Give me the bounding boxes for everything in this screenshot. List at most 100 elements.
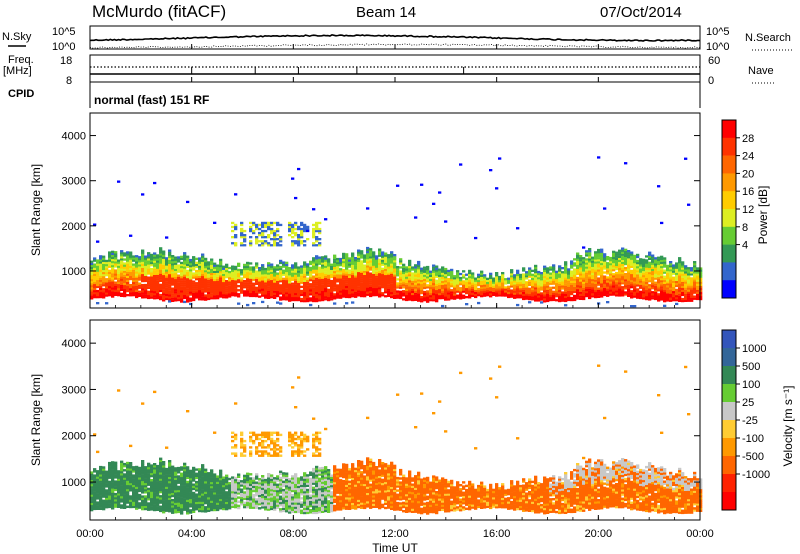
velocity-cell: [144, 468, 148, 471]
velocity-cell: [189, 480, 193, 483]
power-cell: [507, 279, 511, 282]
velocity-cell: [210, 502, 214, 505]
power-cell: [147, 260, 151, 263]
velocity-cell: [162, 469, 166, 472]
velocity-cell: [189, 471, 193, 475]
power-cell: [564, 269, 568, 272]
power-cell: [390, 273, 394, 276]
power-cell: [654, 257, 658, 260]
power-cell: [594, 291, 598, 295]
power-cell: [252, 268, 256, 271]
power-cell: [108, 273, 112, 276]
power-cell: [342, 254, 346, 258]
power-cell: [291, 242, 295, 245]
power-cell: [174, 299, 178, 302]
power-cell: [177, 292, 181, 296]
velocity-cell: [207, 478, 211, 481]
power-cell: [246, 286, 250, 289]
velocity-cell: [207, 490, 211, 494]
power-cell: [612, 275, 616, 278]
power-cell: [294, 196, 298, 200]
power-cell: [543, 267, 547, 270]
power-cell: [144, 273, 148, 276]
power-cell: [165, 236, 169, 239]
power-cell: [417, 262, 421, 266]
power-cell: [615, 259, 619, 262]
power-cell: [645, 283, 649, 286]
power-cell: [129, 288, 133, 291]
power-cell: [423, 276, 427, 279]
power-cell: [411, 268, 415, 271]
power-cell: [372, 267, 376, 270]
power-cell: [273, 292, 277, 295]
power-cell: [345, 293, 349, 297]
velocity-cell: [174, 494, 178, 497]
power-cell: [183, 264, 187, 267]
power-cell: [369, 290, 373, 294]
power-cell: [117, 281, 121, 285]
power-cell: [546, 269, 550, 272]
power-cell: [567, 268, 571, 271]
power-cell: [135, 255, 139, 258]
power-cell: [687, 275, 691, 278]
power-cell: [618, 249, 622, 252]
power-cell: [435, 267, 439, 270]
power-cell: [468, 286, 472, 289]
power-cell: [594, 259, 598, 262]
power-cell: [432, 276, 436, 279]
power-cell: [474, 285, 478, 288]
power-cell: [114, 283, 118, 286]
power-cell: [639, 272, 643, 275]
power-cell: [378, 293, 382, 296]
power-cell: [471, 274, 475, 277]
power-cell: [201, 267, 205, 270]
power-cell: [357, 282, 361, 285]
power-cell: [522, 289, 526, 292]
power-cell: [600, 262, 604, 266]
power-cell: [459, 287, 463, 290]
power-cell: [576, 282, 580, 286]
velocity-cell: [234, 483, 238, 486]
power-cell: [543, 265, 547, 268]
power-cell: [633, 291, 637, 294]
velocity-cell: [117, 489, 121, 492]
power-cell: [444, 296, 448, 299]
velocity-cell: [192, 483, 196, 486]
velocity-cell: [231, 452, 235, 455]
power-cell: [312, 267, 316, 270]
power-cell: [156, 292, 160, 296]
power-cell: [600, 268, 604, 272]
power-cell: [627, 252, 631, 255]
power-cell: [519, 273, 523, 277]
power-cell: [693, 279, 697, 282]
velocity-cell: [213, 506, 217, 510]
power-cell: [213, 272, 217, 275]
power-cell: [525, 275, 529, 278]
power-cell: [324, 218, 328, 221]
power-cell: [171, 259, 175, 262]
power-cell: [615, 267, 619, 271]
velocity-cell: [174, 498, 178, 501]
power-cell: [681, 283, 685, 286]
power-cell: [615, 292, 619, 295]
velocity-cell: [237, 500, 241, 503]
power-cell: [342, 283, 346, 286]
power-cell: [426, 268, 430, 271]
power-cell: [414, 284, 418, 287]
power-cell: [192, 264, 196, 267]
power-cell: [156, 290, 160, 294]
power-cell: [291, 298, 295, 302]
velocity-cell: [126, 466, 130, 469]
velocity-cell: [207, 499, 211, 502]
power-cell: [180, 294, 184, 297]
power-cell: [633, 283, 637, 286]
velocity-cell: [111, 484, 115, 487]
velocity-cell: [186, 501, 190, 504]
power-cell: [594, 273, 598, 276]
power-cell: [468, 271, 472, 275]
velocity-cell: [192, 506, 196, 509]
velocity-cell: [99, 495, 103, 498]
velocity-cell: [99, 474, 103, 477]
velocity-cell: [180, 508, 184, 511]
power-cell: [564, 289, 568, 292]
